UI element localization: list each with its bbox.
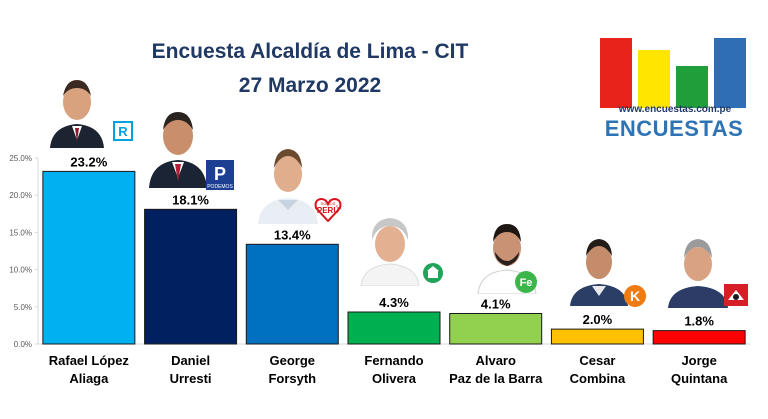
bar: [550, 328, 644, 345]
bars: [42, 170, 746, 345]
somos-peru-word: PERÚ: [317, 206, 339, 215]
category-label: Jorge: [681, 353, 716, 368]
logo-bar-blue: [714, 38, 746, 108]
bar: [449, 312, 543, 345]
bar: [42, 170, 136, 345]
candidate-photo-olivera: [357, 206, 423, 286]
category-label: Daniel: [171, 353, 210, 368]
podemos-word: PODEMOS: [207, 184, 233, 190]
bar: [347, 311, 441, 345]
value-label: 23.2%: [70, 154, 107, 169]
podemos-letter: P: [214, 164, 226, 184]
y-tick-label: 15.0%: [9, 228, 32, 237]
y-tick-label: 10.0%: [9, 266, 32, 275]
y-tick-label: 0.0%: [14, 340, 32, 349]
logo-bar-red: [600, 38, 632, 108]
renovacion-letter: R: [118, 124, 128, 139]
value-label: 4.3%: [379, 295, 409, 310]
logo-bar-green: [676, 66, 708, 108]
y-tick-label: 25.0%: [9, 154, 32, 163]
frente-esperanza-logo: [423, 263, 443, 283]
candidate-photo-lopez-aliaga: [46, 68, 108, 148]
bar: [245, 243, 339, 345]
somos-peru-logo: PERÚ SOMOS: [314, 197, 342, 222]
category-label: Aliaga: [69, 371, 109, 386]
category-label: Fernando: [364, 353, 423, 368]
value-label: 2.0%: [583, 312, 613, 327]
logo-bar-yellow: [638, 50, 670, 108]
category-label: Urresti: [170, 371, 212, 386]
category-label: Cesar: [579, 353, 615, 368]
value-label: 4.1%: [481, 296, 511, 311]
chart-subtitle: 27 Marzo 2022: [238, 74, 382, 97]
podemos-logo: P PODEMOS: [206, 160, 234, 190]
category-label: Combina: [570, 371, 626, 386]
category-label: George: [270, 353, 316, 368]
logo-url: www.encuestas.com.pe: [618, 104, 732, 115]
fe-letters: Fe: [520, 277, 533, 289]
chart-title: Encuesta Alcaldía de Lima - CIT: [151, 40, 469, 63]
bar: [144, 208, 238, 345]
y-tick-label: 5.0%: [14, 303, 32, 312]
category-label: Alvaro: [475, 353, 516, 368]
value-label: 13.4%: [274, 227, 311, 242]
encuestas-logo: [600, 38, 746, 108]
renovacion-popular-logo: R: [112, 120, 134, 144]
candidate-photo-quintana: [666, 228, 730, 308]
somos-word: SOMOS: [321, 201, 336, 206]
k-letter: K: [630, 288, 640, 304]
category-label: Olivera: [372, 371, 417, 386]
logo-wordmark: ENCUESTAS: [604, 116, 744, 141]
candidate-photo-forsyth: [256, 138, 320, 224]
peru-libre-logo: [724, 284, 748, 306]
value-labels: 23.2% 18.1% 13.4% 4.3% 4.1% 2.0% 1.8%: [70, 154, 714, 328]
fe-party-logo: Fe: [515, 271, 537, 293]
candidate-photo-combina: [568, 226, 630, 306]
fuerza-popular-logo: K: [624, 285, 646, 307]
value-label: 1.8%: [684, 314, 714, 329]
bar: [652, 330, 746, 345]
category-label: Rafael López: [49, 353, 130, 368]
category-label: Forsyth: [268, 371, 316, 386]
y-tick-label: 20.0%: [9, 191, 32, 200]
candidate-photo-urresti: [147, 98, 209, 188]
category-labels: Rafael López Aliaga Daniel Urresti George For…: [49, 353, 728, 386]
category-label: Paz de la Barra: [449, 371, 543, 386]
category-label: Quintana: [671, 371, 728, 386]
value-label: 18.1%: [172, 192, 209, 207]
